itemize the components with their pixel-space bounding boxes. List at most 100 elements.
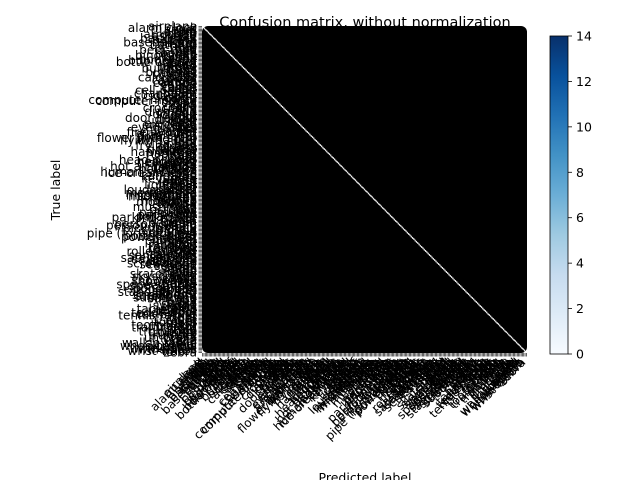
diagonal-cell-mark: [361, 186, 364, 189]
diagonal-cell-mark: [402, 228, 406, 231]
y-tick-label: truck: [166, 327, 197, 341]
y-tick-label: sponge bob: [127, 281, 197, 295]
diagonal-cell-mark: [517, 343, 520, 346]
y-tick-label: flying saucer: [120, 133, 197, 147]
y-tick-label: crane: [163, 99, 197, 113]
diagonal-cell-mark: [352, 177, 355, 180]
y-tick-label: castle: [161, 81, 197, 95]
diagonal-cell-mark: [432, 258, 436, 261]
y-tick-label: baseball bat: [123, 35, 197, 49]
diagonal-cell-mark: [261, 85, 264, 88]
y-tick-label: pear: [170, 213, 197, 227]
diagonal-cell-mark: [354, 180, 358, 182]
diagonal-cell-mark: [479, 305, 483, 308]
diagonal-cell-mark: [515, 342, 519, 345]
diagonal-cell-mark: [473, 299, 476, 301]
diagonal-cell-mark: [353, 178, 357, 181]
diagonal-cell-mark: [474, 300, 477, 303]
y-tick-label: toilet: [166, 314, 197, 328]
diagonal-cell-mark: [454, 280, 458, 283]
diagonal-cell-mark: [406, 232, 410, 235]
diagonal-cell-mark: [509, 335, 513, 338]
y-tick-label: armchair: [143, 28, 197, 42]
y-tick-label: guitar: [161, 144, 197, 158]
diagonal-cell-mark: [437, 263, 441, 266]
y-tick-label: mushroom: [133, 200, 197, 214]
colorbar-ticks: 0 2 4 6 8 10 12 14: [568, 29, 592, 362]
y-tick-label: teapot: [158, 305, 197, 319]
y-tick-label: frog: [173, 137, 197, 151]
y-tick-label: bench: [160, 46, 197, 60]
y-tick-label: streetlight: [135, 289, 197, 303]
y-tick-label: table: [167, 301, 197, 315]
diagonal-cell-mark: [369, 194, 372, 197]
diagonal-cell-mark: [496, 322, 500, 325]
y-tick-label: cow: [173, 97, 197, 111]
y-tick-label: cabinet: [152, 67, 197, 81]
diagonal-cell-mark: [313, 138, 316, 140]
y-tick-label: bookshelf: [139, 52, 198, 66]
diagonal-cell-mark: [254, 79, 258, 82]
diagonal-cell-mark: [349, 174, 353, 177]
y-tick-label: teddy-bear: [131, 306, 197, 320]
y-tick-label: helmet: [155, 157, 197, 171]
diagonal-cell-mark: [365, 190, 368, 193]
colorbar-tick-label: 0: [576, 347, 584, 362]
y-tick-label: wheel: [161, 337, 197, 351]
diagonal-cell-mark: [306, 131, 310, 134]
y-tick-label: parking meter: [112, 211, 197, 225]
diagonal-cell-mark: [249, 74, 253, 76]
y-tick-label: airplane: [148, 20, 197, 34]
diagonal-cell-mark: [278, 102, 281, 105]
y-tick-label: flower with stem: [97, 131, 197, 145]
diagonal-cell-mark: [411, 237, 415, 240]
y-tick-label: windmill: [147, 340, 197, 354]
y-tick-label: lobster: [155, 182, 197, 196]
diagonal-cell-mark: [270, 95, 273, 97]
y-tick-label: feather: [153, 124, 197, 138]
diagonal-cell-mark: [315, 140, 319, 143]
y-tick-label: parrot: [161, 212, 198, 226]
diagonal-cell-mark: [288, 113, 292, 116]
colorbar-tick-label: 8: [576, 165, 584, 180]
y-tick-label: radio: [166, 239, 197, 253]
diagonal-cell-mark: [427, 253, 431, 256]
diagonal-cell-mark: [328, 154, 332, 156]
diagonal-cell-mark: [222, 46, 225, 49]
y-tick-label: mug: [170, 199, 197, 213]
y-tick-label: snowman: [139, 275, 197, 289]
diagonal-cell-mark: [271, 96, 275, 99]
y-tick-label: santa claus: [129, 249, 197, 263]
y-tick-label: ipod: [171, 167, 197, 181]
y-tick-label: head: [167, 152, 197, 166]
y-tick-label: ship: [172, 263, 197, 277]
diagonal-cell-mark: [317, 142, 320, 144]
diagonal-cell-mark: [493, 320, 497, 322]
diagonal-cell-mark: [500, 326, 503, 329]
diagonal-cell-mark: [421, 246, 424, 249]
y-tick-label: mosquito: [141, 194, 197, 208]
y-tick-label: pizza: [166, 228, 197, 242]
y-tick-label: elephant: [144, 116, 197, 130]
y-tick-label: pig: [178, 222, 197, 236]
diagonal-cell-mark: [396, 222, 399, 224]
y-tick-label: skateboard: [130, 267, 197, 281]
diagonal-cell-mark: [359, 185, 363, 188]
y-tick-label: snail: [169, 271, 197, 285]
y-tick-label: sword: [161, 297, 197, 311]
y-tick-label: nose: [168, 201, 197, 215]
diagonal-cell-mark: [385, 211, 389, 214]
diagonal-cell-mark: [504, 330, 507, 333]
y-tick-label: microphone: [126, 188, 197, 202]
y-tick-label: candle: [157, 75, 197, 89]
y-tick-label: donut: [162, 109, 197, 123]
y-tick-label: eyeglasses: [131, 120, 197, 134]
y-tick-label: bell: [175, 45, 197, 59]
y-tick-label: crocodile: [143, 101, 197, 115]
y-tick-label: tablelamp: [137, 302, 197, 316]
colorbar-tick-label: 12: [576, 74, 592, 89]
y-tick-label: hot-dog: [150, 161, 197, 175]
diagonal-cell-mark: [374, 199, 377, 202]
diagonal-cell-mark: [457, 283, 461, 286]
y-tick-label: hot air balloon: [110, 160, 197, 174]
